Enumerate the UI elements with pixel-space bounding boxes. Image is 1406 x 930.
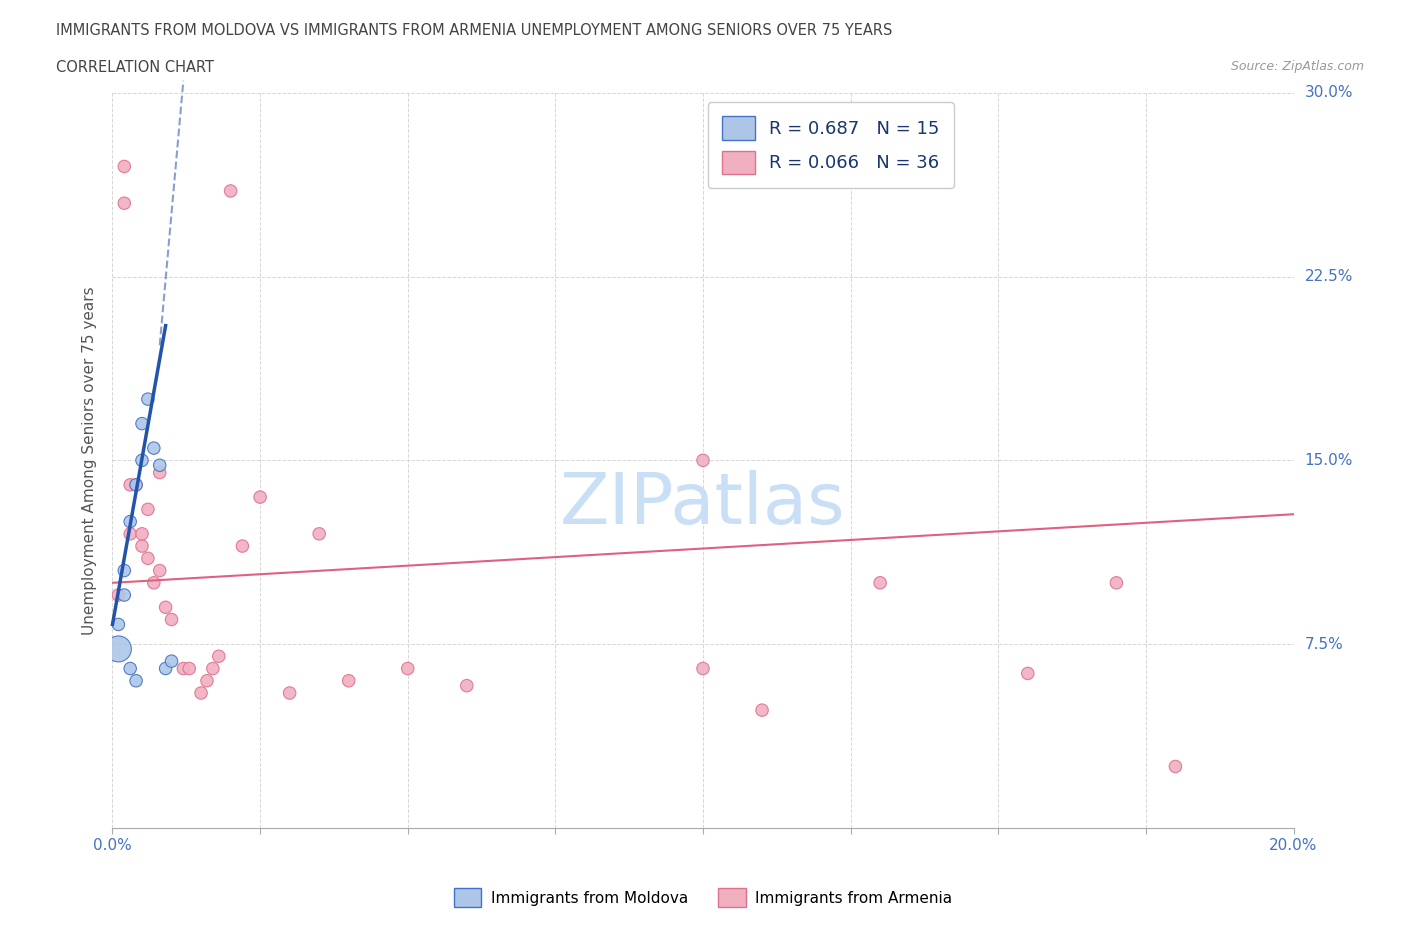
Point: [179, 661, 201, 676]
Point: [869, 576, 891, 591]
Point: [149, 458, 172, 472]
Point: [120, 477, 142, 492]
Point: [125, 673, 148, 688]
Point: [692, 453, 714, 468]
Point: [125, 477, 148, 492]
Point: [112, 196, 135, 211]
Point: [155, 600, 177, 615]
Point: [337, 673, 360, 688]
Point: [308, 526, 330, 541]
Point: [751, 703, 773, 718]
Text: 30.0%: 30.0%: [1305, 86, 1353, 100]
Point: [136, 392, 159, 406]
Text: 15.0%: 15.0%: [1305, 453, 1353, 468]
Point: [278, 685, 301, 700]
Point: [120, 526, 142, 541]
Point: [456, 678, 478, 693]
Point: [136, 551, 159, 565]
Text: Source: ZipAtlas.com: Source: ZipAtlas.com: [1230, 60, 1364, 73]
Point: [149, 465, 172, 480]
Point: [195, 673, 218, 688]
Point: [142, 441, 165, 456]
Text: 7.5%: 7.5%: [1305, 636, 1343, 652]
Point: [190, 685, 212, 700]
Point: [396, 661, 419, 676]
Point: [131, 538, 153, 553]
Point: [249, 489, 271, 504]
Point: [219, 183, 242, 198]
Point: [1017, 666, 1039, 681]
Text: 22.5%: 22.5%: [1305, 269, 1353, 285]
Point: [131, 526, 153, 541]
Point: [131, 453, 153, 468]
Text: CORRELATION CHART: CORRELATION CHART: [56, 60, 214, 75]
Point: [120, 514, 142, 529]
Point: [120, 661, 142, 676]
Point: [107, 617, 129, 631]
Point: [208, 649, 231, 664]
Point: [112, 159, 135, 174]
Point: [160, 612, 183, 627]
Point: [149, 564, 172, 578]
Legend: R = 0.687   N = 15, R = 0.066   N = 36: R = 0.687 N = 15, R = 0.066 N = 36: [707, 102, 953, 188]
Text: ZIPatlas: ZIPatlas: [560, 470, 846, 538]
Text: IMMIGRANTS FROM MOLDOVA VS IMMIGRANTS FROM ARMENIA UNEMPLOYMENT AMONG SENIORS OV: IMMIGRANTS FROM MOLDOVA VS IMMIGRANTS FR…: [56, 23, 893, 38]
Y-axis label: Unemployment Among Seniors over 75 years: Unemployment Among Seniors over 75 years: [82, 286, 97, 634]
Legend: Immigrants from Moldova, Immigrants from Armenia: Immigrants from Moldova, Immigrants from…: [447, 883, 959, 913]
Point: [692, 661, 714, 676]
Point: [142, 576, 165, 591]
Point: [107, 588, 129, 603]
Point: [125, 477, 148, 492]
Point: [231, 538, 253, 553]
Point: [160, 654, 183, 669]
Point: [107, 642, 129, 657]
Point: [1164, 759, 1187, 774]
Point: [201, 661, 224, 676]
Point: [136, 502, 159, 517]
Point: [172, 661, 194, 676]
Point: [112, 588, 135, 603]
Point: [112, 564, 135, 578]
Point: [131, 417, 153, 432]
Point: [1105, 576, 1128, 591]
Point: [155, 661, 177, 676]
